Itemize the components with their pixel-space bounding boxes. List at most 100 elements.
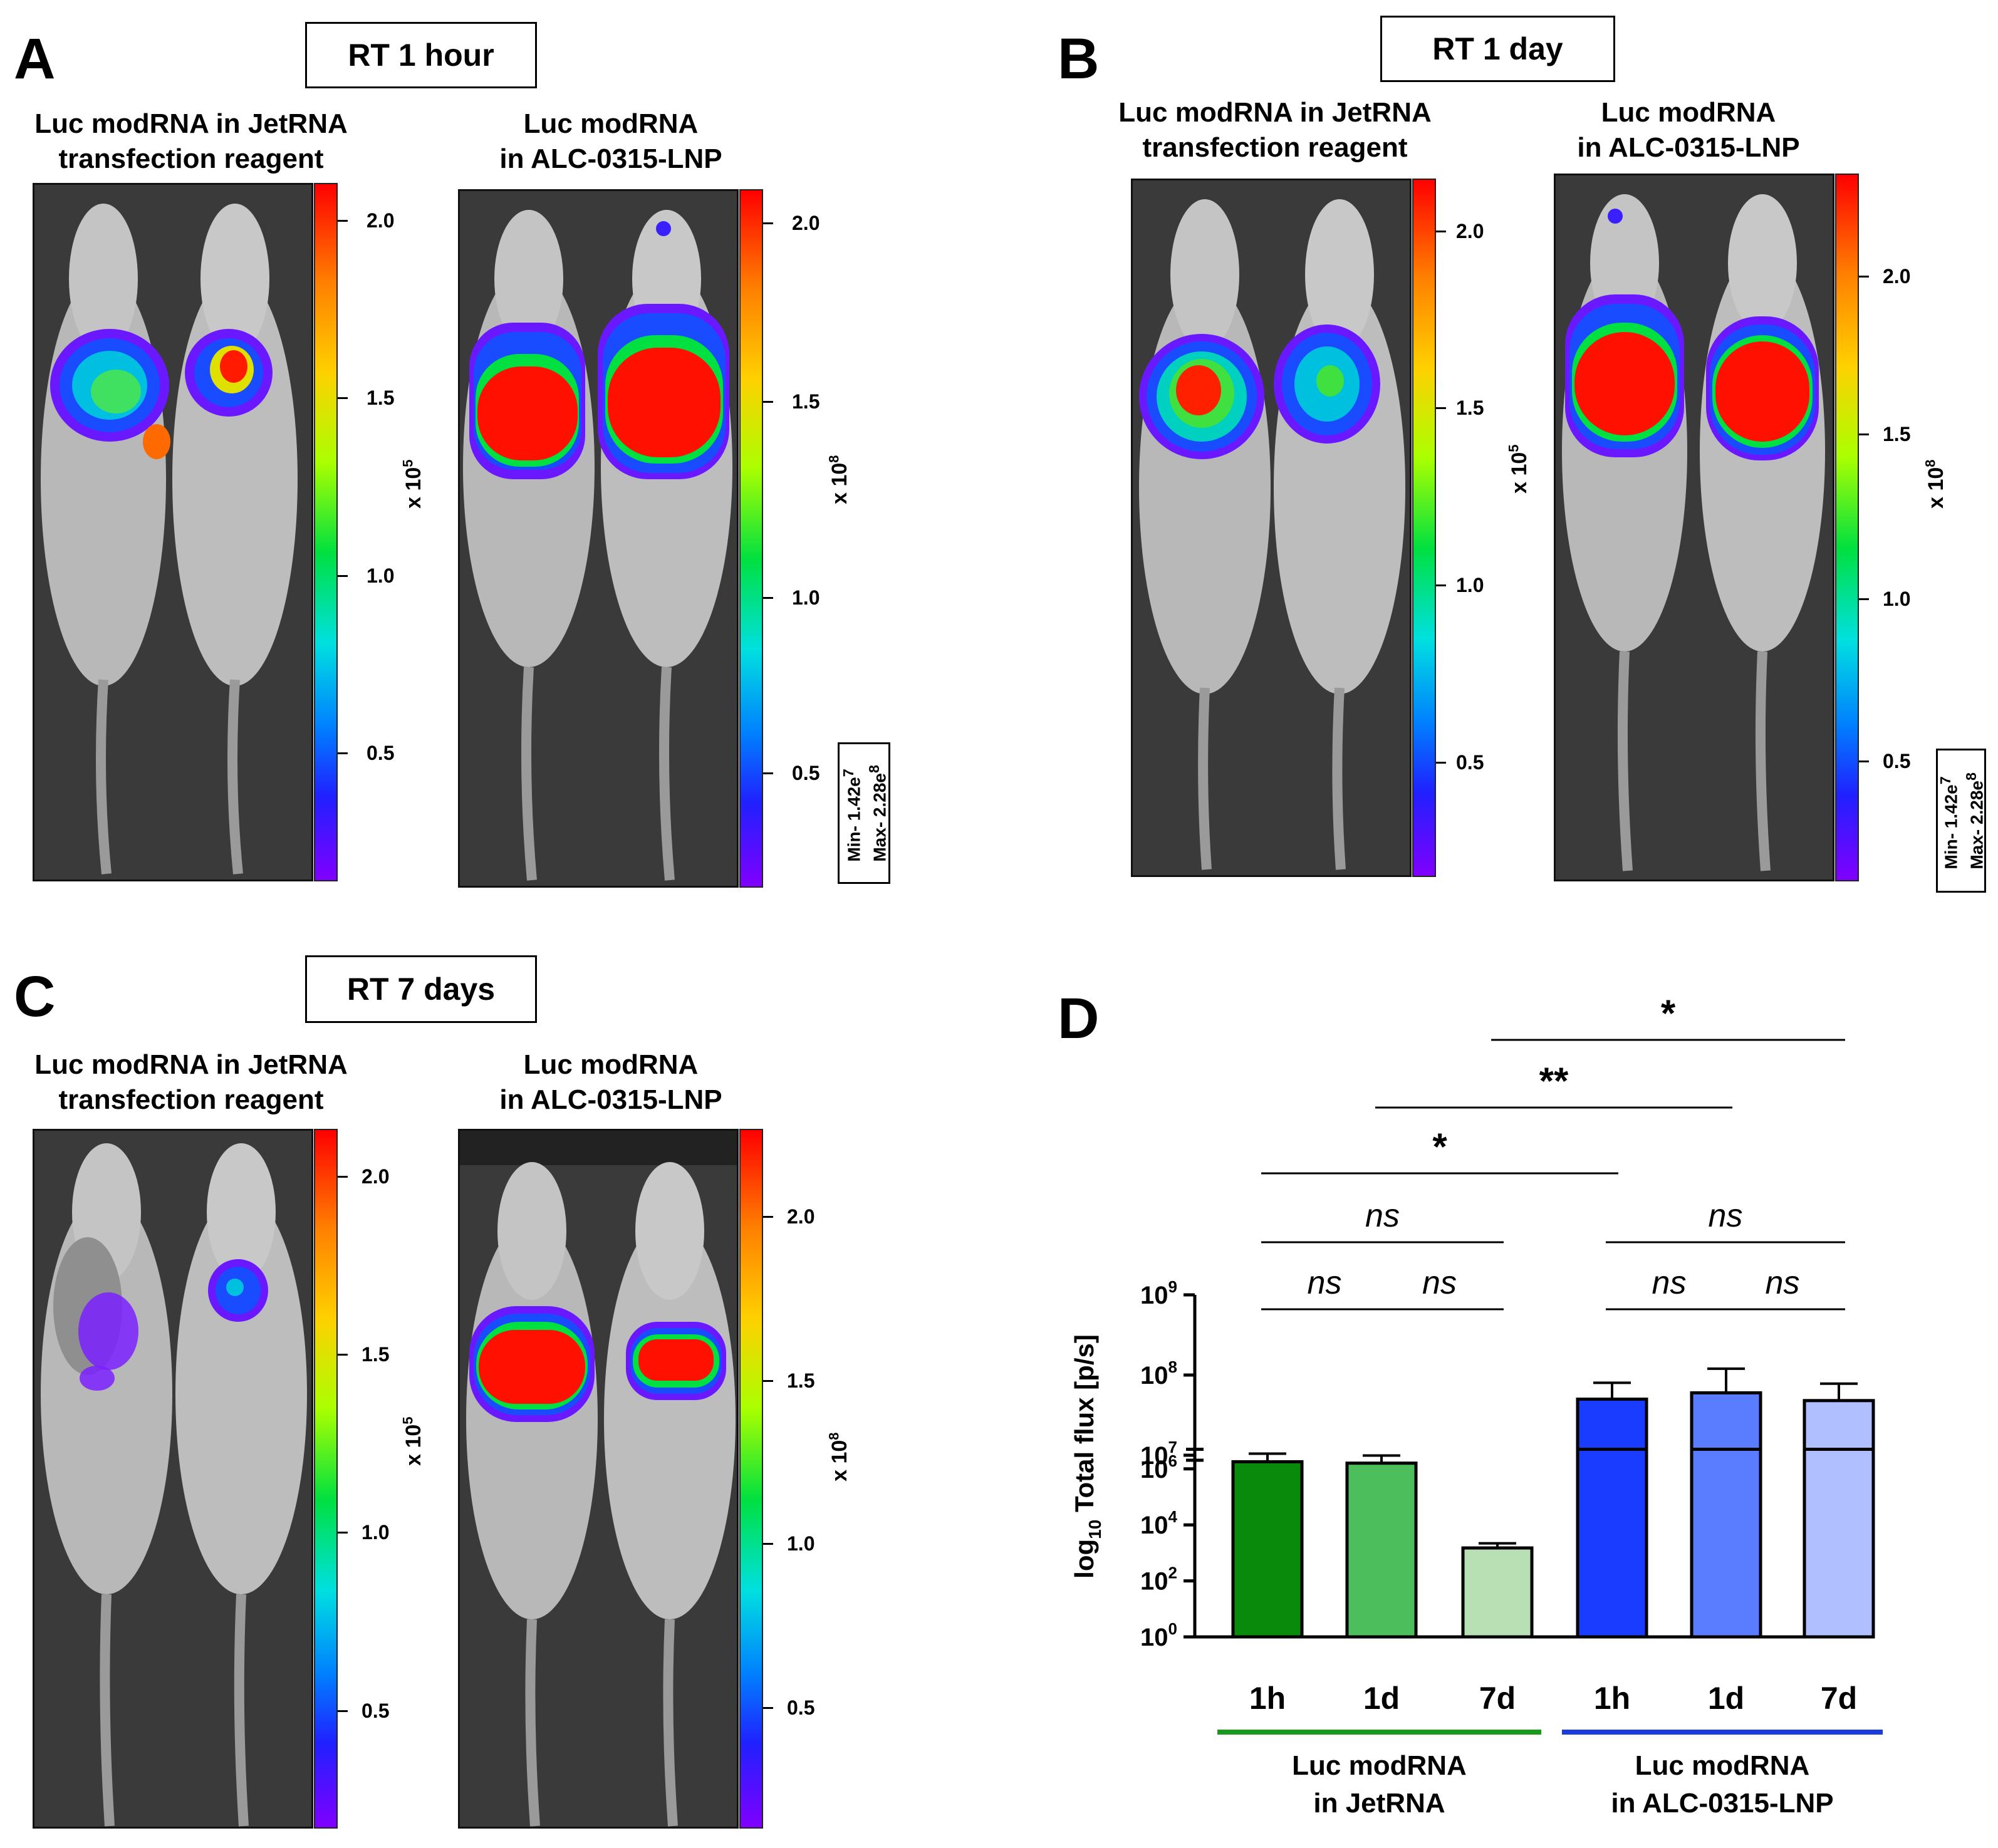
panel-b-right-mice-svg bbox=[1556, 175, 1833, 880]
panel-c-timepoint: RT 7 days bbox=[346, 972, 496, 1007]
tickmark bbox=[1859, 276, 1869, 278]
x-category-label: 1h bbox=[1594, 1681, 1630, 1716]
significance-label: * bbox=[1432, 1126, 1447, 1168]
panel-b-left-title: Luc modRNA in JetRNA transfection reagen… bbox=[1084, 95, 1466, 165]
bar bbox=[1231, 1460, 1304, 1639]
significance-label: ns bbox=[1422, 1265, 1457, 1301]
panel-a-left-unit: x 105 bbox=[400, 459, 425, 509]
panel-a-right-title-line2: in ALC-0315-LNP bbox=[499, 143, 722, 174]
panel-b-right-tick: 0.5 bbox=[1883, 750, 1911, 772]
signal-c-right-left bbox=[469, 1306, 595, 1422]
tickmark bbox=[338, 1532, 348, 1534]
panel-a-right-title-line1: Luc modRNA bbox=[523, 108, 699, 139]
tickmark bbox=[338, 752, 348, 754]
panel-b-minmax-box: Min- 1.42e7 Max- 2.28e8 bbox=[1936, 749, 1986, 893]
panel-a-left-mice-svg bbox=[34, 185, 311, 880]
signal-b-left bbox=[1139, 334, 1264, 459]
panel-b-right-title-line2: in ALC-0315-LNP bbox=[1577, 132, 1800, 163]
tickmark bbox=[338, 397, 348, 399]
signal-right-right bbox=[598, 221, 729, 479]
panel-b-right-colorbar bbox=[1835, 174, 1859, 881]
signal-c-right bbox=[208, 1259, 268, 1322]
significance-label: ns bbox=[1652, 1265, 1687, 1301]
panel-b-left-mice-svg bbox=[1133, 180, 1410, 875]
x-category-label: 7d bbox=[1479, 1681, 1516, 1716]
panel-c-left-image bbox=[33, 1129, 313, 1829]
panel-c-right-title-line2: in ALC-0315-LNP bbox=[499, 1084, 722, 1115]
panel-a-right-tick: 1.0 bbox=[792, 586, 820, 609]
tickmark bbox=[763, 1543, 773, 1545]
signal-right-left bbox=[469, 323, 585, 479]
tickmark bbox=[763, 1707, 773, 1709]
bar-lower-segment bbox=[1803, 1448, 1875, 1639]
tickmark bbox=[763, 1380, 773, 1382]
panel-b-right-unit: x 108 bbox=[1922, 459, 1948, 509]
group-label-line2: in JetRNA bbox=[1313, 1788, 1445, 1819]
panel-a-left-tick: 2.0 bbox=[367, 209, 395, 232]
y-tick-label: 108 bbox=[1140, 1357, 1177, 1389]
x-category-label: 7d bbox=[1821, 1681, 1857, 1716]
panel-b-right-tick: 2.0 bbox=[1883, 265, 1911, 288]
significance-label: ns bbox=[1308, 1265, 1342, 1301]
panel-b-right-title: Luc modRNA in ALC-0315-LNP bbox=[1541, 95, 1836, 165]
panel-a-left-tick: 0.5 bbox=[367, 742, 395, 764]
panel-c-left-tick: 2.0 bbox=[362, 1165, 390, 1188]
panel-a-max-label: Max- 2.28e8 bbox=[866, 764, 890, 862]
panel-b-timepoint-box: RT 1 day bbox=[1380, 16, 1615, 82]
panel-c-left-title-line2: transfection reagent bbox=[58, 1084, 324, 1115]
signal-b-right-right bbox=[1706, 316, 1819, 460]
panel-c-right-tick: 1.0 bbox=[787, 1532, 815, 1555]
panel-a-right-mice-svg bbox=[460, 191, 737, 886]
panel-c-left-colorbar bbox=[314, 1129, 338, 1829]
signal-c-left bbox=[78, 1292, 138, 1391]
panel-c-left-title-line1: Luc modRNA in JetRNA bbox=[34, 1049, 348, 1080]
tickmark bbox=[763, 597, 773, 599]
panel-c-left-title: Luc modRNA in JetRNA transfection reagen… bbox=[0, 1047, 382, 1118]
significance-label: ** bbox=[1539, 1060, 1569, 1102]
group-label-line1: Luc modRNA bbox=[1292, 1750, 1467, 1781]
signal-b-right-left bbox=[1565, 209, 1684, 457]
tickmark bbox=[1436, 584, 1446, 586]
panel-c-right-title-line1: Luc modRNA bbox=[523, 1049, 699, 1080]
y-tick-label: 104 bbox=[1140, 1507, 1178, 1539]
tickmark bbox=[338, 220, 348, 222]
panel-c-left-unit: x 105 bbox=[400, 1416, 425, 1466]
panel-b-min-label: Min- 1.42e7 bbox=[1937, 776, 1960, 869]
panel-d-letter: D bbox=[1058, 987, 1100, 1051]
panel-a-left-colorbar bbox=[314, 183, 338, 881]
signal-right bbox=[185, 329, 273, 417]
x-category-label: 1d bbox=[1708, 1681, 1744, 1716]
panel-c-left-tick: 1.5 bbox=[362, 1343, 390, 1366]
bar bbox=[1345, 1461, 1418, 1639]
panel-c-letter: C bbox=[14, 965, 56, 1029]
panel-b-left-colorbar bbox=[1412, 179, 1436, 877]
panel-c-right-colorbar bbox=[739, 1129, 763, 1829]
group-label-line1: Luc modRNA bbox=[1635, 1750, 1810, 1781]
panel-b-left-tick: 1.0 bbox=[1456, 574, 1484, 596]
y-tick-label: 109 bbox=[1140, 1277, 1177, 1309]
tickmark bbox=[763, 1216, 773, 1218]
group-label-line2: in ALC-0315-LNP bbox=[1611, 1788, 1833, 1819]
tickmark bbox=[763, 222, 773, 224]
panel-c-right-mice-svg bbox=[460, 1131, 737, 1827]
panel-b-left-unit: x 105 bbox=[1506, 444, 1531, 494]
panel-a-right-unit: x 108 bbox=[826, 455, 851, 504]
tickmark bbox=[1436, 407, 1446, 409]
panel-a-left-title: Luc modRNA in JetRNA transfection reagen… bbox=[0, 106, 382, 177]
bar bbox=[1461, 1546, 1534, 1639]
tickmark bbox=[1859, 433, 1869, 435]
tickmark bbox=[1436, 231, 1446, 232]
significance-label: * bbox=[1661, 992, 1676, 1034]
panel-a-timepoint-box: RT 1 hour bbox=[305, 22, 537, 88]
significance-label: ns bbox=[1365, 1198, 1400, 1234]
panel-b-left-tick: 1.5 bbox=[1456, 397, 1484, 419]
panel-a-left-tick: 1.0 bbox=[367, 564, 395, 587]
panel-a-right-title: Luc modRNA in ALC-0315-LNP bbox=[464, 106, 758, 177]
tickmark bbox=[338, 1710, 348, 1712]
tickmark bbox=[763, 401, 773, 403]
panel-c-timepoint-box: RT 7 days bbox=[305, 955, 537, 1023]
bar-lower-segment bbox=[1690, 1448, 1762, 1639]
panel-b-left-title-line1: Luc modRNA in JetRNA bbox=[1118, 97, 1432, 128]
panel-c-left-tick: 1.0 bbox=[362, 1521, 390, 1544]
panel-c-left-tick: 0.5 bbox=[362, 1700, 390, 1722]
